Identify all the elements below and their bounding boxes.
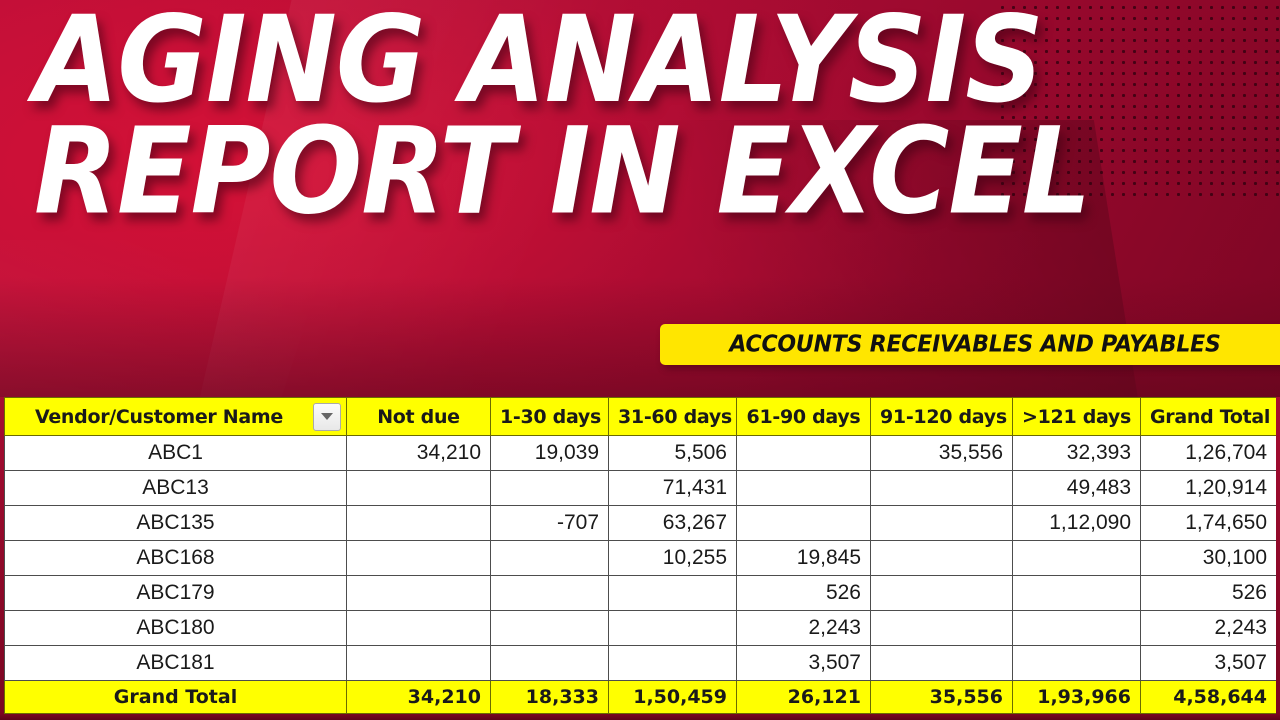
cell-grand-total: 2,243 xyxy=(1140,610,1277,646)
grand-total-over-121-days: 1,93,966 xyxy=(1012,680,1141,714)
grand-total-91-120-days: 35,556 xyxy=(870,680,1013,714)
table-row: ABC13 71,431 49,483 1,20,914 xyxy=(4,470,1277,506)
cell-vendor-customer-name: ABC179 xyxy=(4,575,347,611)
page-title-line-1: AGING ANALYSIS xyxy=(34,0,1044,131)
cell-over-121-days: 32,393 xyxy=(1012,435,1141,471)
cell-91-120-days: 35,556 xyxy=(870,435,1013,471)
cell-61-90-days: 3,507 xyxy=(736,645,871,681)
cell-grand-total: 1,20,914 xyxy=(1140,470,1277,506)
cell-vendor-customer-name: ABC135 xyxy=(4,505,347,541)
column-header-not-due[interactable]: Not due xyxy=(346,397,491,436)
column-header-over-121-days[interactable]: >121 days xyxy=(1012,397,1141,436)
cell-grand-total: 526 xyxy=(1140,575,1277,611)
cell-61-90-days: 2,243 xyxy=(736,610,871,646)
grand-total-label: Grand Total xyxy=(4,680,347,714)
pivot-table-container: Vendor/Customer Name Not due 1-30 days 3… xyxy=(4,397,1277,714)
cell-grand-total: 3,507 xyxy=(1140,645,1277,681)
cell-not-due xyxy=(346,575,491,611)
cell-61-90-days: 19,845 xyxy=(736,540,871,576)
cell-grand-total: 1,74,650 xyxy=(1140,505,1277,541)
table-row: ABC1 34,210 19,039 5,506 35,556 32,393 1,26,70… xyxy=(4,435,1277,471)
subtitle-banner: ACCOUNTS RECEIVABLES AND PAYABLES xyxy=(660,324,1280,365)
cell-31-60-days xyxy=(608,610,737,646)
column-header-grand-total[interactable]: Grand Total xyxy=(1140,397,1277,436)
grand-total-1-30-days: 18,333 xyxy=(490,680,609,714)
cell-not-due xyxy=(346,505,491,541)
cell-vendor-customer-name: ABC180 xyxy=(4,610,347,646)
cell-1-30-days: -707 xyxy=(490,505,609,541)
cell-91-120-days xyxy=(870,540,1013,576)
page-title: AGING ANALYSIS REPORT IN EXCEL xyxy=(34,0,1280,242)
subtitle-text: ACCOUNTS RECEIVABLES AND PAYABLES xyxy=(729,331,1221,358)
column-header-label: Vendor/Customer Name xyxy=(34,405,284,428)
aging-pivot-table: Vendor/Customer Name Not due 1-30 days 3… xyxy=(4,397,1277,714)
grand-total-31-60-days: 1,50,459 xyxy=(608,680,737,714)
table-body: ABC1 34,210 19,039 5,506 35,556 32,393 1,26,70… xyxy=(4,435,1277,681)
cell-91-120-days xyxy=(870,610,1013,646)
sheet-bottom-edge xyxy=(0,714,1280,720)
cell-over-121-days: 1,12,090 xyxy=(1012,505,1141,541)
table-header: Vendor/Customer Name Not due 1-30 days 3… xyxy=(4,397,1277,436)
cell-vendor-customer-name: ABC1 xyxy=(4,435,347,471)
cell-not-due xyxy=(346,540,491,576)
table-row: ABC179 526 526 xyxy=(4,575,1277,611)
cell-not-due xyxy=(346,470,491,506)
cell-not-due: 34,210 xyxy=(346,435,491,471)
cell-over-121-days xyxy=(1012,575,1141,611)
cell-1-30-days xyxy=(490,610,609,646)
cell-vendor-customer-name: ABC13 xyxy=(4,470,347,506)
grand-total-61-90-days: 26,121 xyxy=(736,680,871,714)
cell-grand-total: 1,26,704 xyxy=(1140,435,1277,471)
column-header-91-120-days[interactable]: 91-120 days xyxy=(870,397,1013,436)
cell-over-121-days xyxy=(1012,610,1141,646)
cell-31-60-days xyxy=(608,575,737,611)
cell-91-120-days xyxy=(870,645,1013,681)
grand-total-row: Grand Total 34,210 18,333 1,50,459 26,12… xyxy=(4,680,1277,714)
cell-31-60-days: 10,255 xyxy=(608,540,737,576)
cell-61-90-days: 526 xyxy=(736,575,871,611)
table-row: ABC135 -707 63,267 1,12,090 1,74,650 xyxy=(4,505,1277,541)
table-header-row: Vendor/Customer Name Not due 1-30 days 3… xyxy=(4,397,1277,436)
column-header-vendor-customer-name[interactable]: Vendor/Customer Name xyxy=(4,397,347,436)
cell-61-90-days xyxy=(736,505,871,541)
cell-1-30-days xyxy=(490,470,609,506)
table-row: ABC168 10,255 19,845 30,100 xyxy=(4,540,1277,576)
cell-1-30-days xyxy=(490,540,609,576)
cell-31-60-days: 5,506 xyxy=(608,435,737,471)
cell-61-90-days xyxy=(736,470,871,506)
chevron-down-icon[interactable] xyxy=(313,402,341,431)
table-footer: Grand Total 34,210 18,333 1,50,459 26,12… xyxy=(4,680,1277,714)
cell-1-30-days: 19,039 xyxy=(490,435,609,471)
cell-31-60-days: 71,431 xyxy=(608,470,737,506)
cell-31-60-days xyxy=(608,645,737,681)
cell-61-90-days xyxy=(736,435,871,471)
cell-over-121-days: 49,483 xyxy=(1012,470,1141,506)
cell-vendor-customer-name: ABC181 xyxy=(4,645,347,681)
grand-total-grand-total: 4,58,644 xyxy=(1140,680,1277,714)
page-title-line-2: REPORT IN EXCEL xyxy=(34,102,1091,242)
cell-vendor-customer-name: ABC168 xyxy=(4,540,347,576)
column-header-61-90-days[interactable]: 61-90 days xyxy=(736,397,871,436)
halftone-dot-pattern xyxy=(995,0,1280,200)
cell-31-60-days: 63,267 xyxy=(608,505,737,541)
cell-not-due xyxy=(346,610,491,646)
cell-91-120-days xyxy=(870,470,1013,506)
cell-over-121-days xyxy=(1012,645,1141,681)
cell-1-30-days xyxy=(490,645,609,681)
grand-total-not-due: 34,210 xyxy=(346,680,491,714)
cell-over-121-days xyxy=(1012,540,1141,576)
cell-not-due xyxy=(346,645,491,681)
cell-91-120-days xyxy=(870,505,1013,541)
column-header-31-60-days[interactable]: 31-60 days xyxy=(608,397,737,436)
cell-91-120-days xyxy=(870,575,1013,611)
cell-grand-total: 30,100 xyxy=(1140,540,1277,576)
table-row: ABC181 3,507 3,507 xyxy=(4,645,1277,681)
column-header-1-30-days[interactable]: 1-30 days xyxy=(490,397,609,436)
table-row: ABC180 2,243 2,243 xyxy=(4,610,1277,646)
sheet-left-edge xyxy=(0,397,4,714)
cell-1-30-days xyxy=(490,575,609,611)
sheet-right-edge xyxy=(1276,397,1280,714)
